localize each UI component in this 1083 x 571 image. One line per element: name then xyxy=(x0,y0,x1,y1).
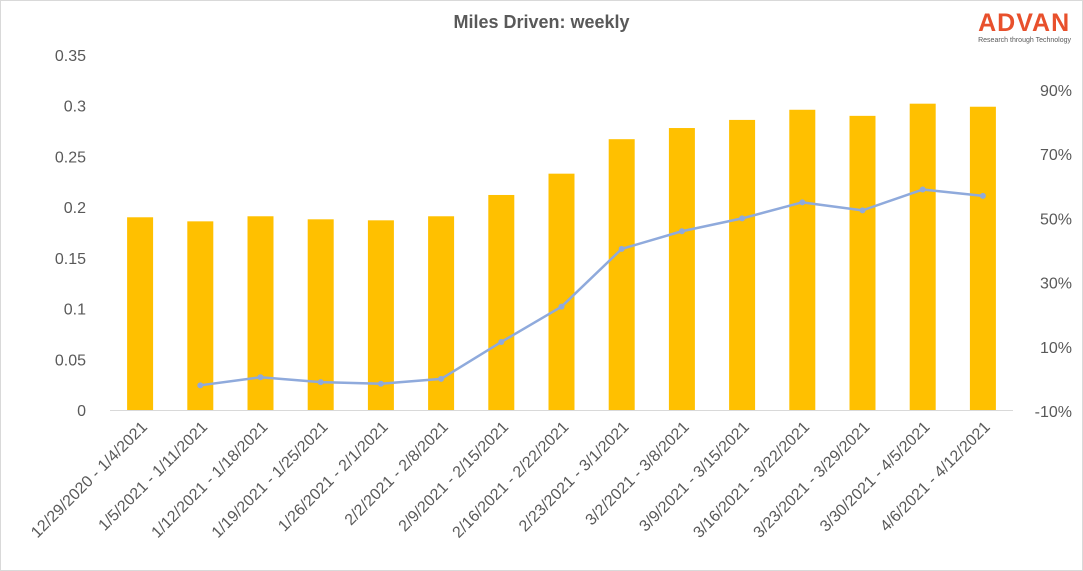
bar xyxy=(668,128,695,410)
advan-logo: ADVAN Research through Technology xyxy=(978,10,1071,45)
bar xyxy=(909,103,936,410)
bar xyxy=(789,109,816,411)
line-point xyxy=(317,379,324,386)
line-point xyxy=(859,207,866,214)
bar xyxy=(187,221,214,410)
left-axis-tick-label: 0.15 xyxy=(55,251,86,268)
chart-title: Miles Driven: weekly xyxy=(453,12,630,32)
category-label: 4/6/2021 - 4/12/2021 xyxy=(877,419,994,536)
left-axis-tick-label: 0.35 xyxy=(55,48,86,65)
right-axis-tick-label: 90% xyxy=(1040,83,1072,100)
bar xyxy=(969,106,996,410)
logo-wordmark: ADVAN xyxy=(978,9,1071,37)
bar xyxy=(608,139,635,410)
right-axis-tick-label: 70% xyxy=(1040,147,1072,164)
line-point xyxy=(618,245,625,252)
line-point xyxy=(438,375,445,382)
right-axis-tick-label: 30% xyxy=(1040,276,1072,293)
category-label: 3/9/2021 - 3/15/2021 xyxy=(636,419,753,536)
category-label: 1/12/2021 - 1/18/2021 xyxy=(149,419,272,542)
right-axis-tick-label: -10% xyxy=(1035,404,1072,421)
left-axis-tick-label: 0 xyxy=(77,403,86,420)
series-line xyxy=(200,188,984,387)
category-label: 3/16/2021 - 3/22/2021 xyxy=(690,419,813,542)
category-label: 1/5/2021 - 1/11/2021 xyxy=(96,419,212,535)
line-point xyxy=(377,380,384,387)
line-point xyxy=(799,199,806,206)
bar xyxy=(849,115,876,410)
line-point xyxy=(919,186,926,193)
left-axis-tick-label: 0.3 xyxy=(64,99,86,116)
category-label: 2/9/2021 - 2/15/2021 xyxy=(396,419,513,536)
category-label: 12/29/2020 - 1/4/2021 xyxy=(28,419,151,542)
right-axis-tick-label: 10% xyxy=(1040,340,1072,357)
left-axis-tick-label: 0.05 xyxy=(55,352,86,369)
bar xyxy=(127,217,154,410)
line-point xyxy=(498,338,505,345)
line-point xyxy=(979,192,986,199)
line-point xyxy=(558,303,565,310)
left-axis-tick-label: 0.25 xyxy=(55,149,86,166)
bar xyxy=(729,119,756,411)
category-label: 3/23/2021 - 3/29/2021 xyxy=(751,419,874,542)
category-label: 2/16/2021 - 2/22/2021 xyxy=(450,419,573,542)
category-label: 1/26/2021 - 2/1/2021 xyxy=(275,419,392,536)
bar xyxy=(307,219,334,410)
category-label: 2/23/2021 - 3/1/2021 xyxy=(516,419,633,536)
bar xyxy=(548,173,575,410)
category-label: 3/30/2021 - 4/5/2021 xyxy=(817,419,934,536)
bar xyxy=(488,194,515,410)
line-point xyxy=(739,215,746,222)
left-axis-tick-label: 0.1 xyxy=(64,302,86,319)
line-point xyxy=(678,228,685,235)
bar xyxy=(247,216,274,410)
category-label: 1/19/2021 - 1/25/2021 xyxy=(209,419,332,542)
left-axis-tick-label: 0.2 xyxy=(64,200,86,217)
category-label: 3/2/2021 - 3/8/2021 xyxy=(583,419,693,529)
logo-tagline: Research through Technology xyxy=(978,37,1071,44)
category-label: 2/2/2021 - 2/8/2021 xyxy=(342,419,452,529)
bar xyxy=(367,220,394,410)
line-point xyxy=(257,374,264,381)
right-axis-tick-label: 50% xyxy=(1040,211,1072,228)
line-point xyxy=(197,382,204,389)
